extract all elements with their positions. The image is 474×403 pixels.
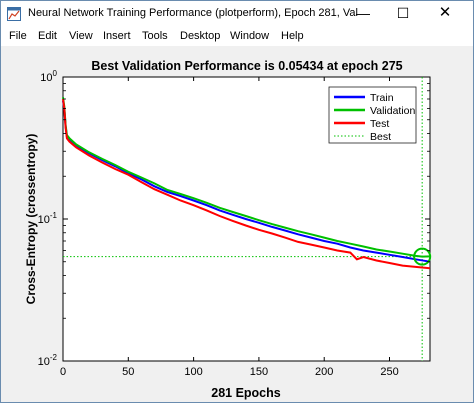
menu-desktop[interactable]: Desktop	[180, 30, 221, 42]
x-tick-label: 100	[184, 366, 202, 378]
minimize-button[interactable]: —	[356, 5, 370, 21]
window-title: Neural Network Training Performance (plo…	[28, 7, 358, 19]
close-button[interactable]: ✕	[438, 4, 452, 21]
performance-chart: Best Validation Performance is 0.05434 a…	[24, 59, 432, 400]
x-tick-label: 0	[60, 366, 66, 378]
menu-edit[interactable]: Edit	[38, 30, 57, 42]
x-axis-label: 281 Epochs	[211, 386, 281, 400]
legend-label-best: Best	[370, 131, 391, 143]
menu-view[interactable]: View	[69, 30, 93, 42]
best-point-marker	[413, 247, 432, 266]
figure-area: Best Validation Performance is 0.05434 a…	[1, 47, 473, 402]
y-tick-label: 10-2	[38, 353, 58, 368]
x-tick-label: 50	[122, 366, 134, 378]
menu-bar: File Edit View Insert Tools Desktop Wind…	[1, 28, 473, 47]
maximize-button[interactable]: ☐	[396, 5, 410, 21]
menu-insert[interactable]: Insert	[103, 30, 131, 42]
x-tick-label: 200	[315, 366, 333, 378]
legend-label-test: Test	[370, 118, 389, 130]
x-tick-label: 150	[250, 366, 268, 378]
y-axis-label: Cross-Entropy (crossentropy)	[24, 134, 38, 305]
menu-help[interactable]: Help	[281, 30, 304, 42]
y-tick-label: 10-1	[38, 211, 58, 226]
x-tick-label: 250	[380, 366, 398, 378]
menu-file[interactable]: File	[9, 30, 27, 42]
legend-label-validation: Validation	[370, 105, 415, 117]
series-line-validation	[62, 97, 431, 258]
matlab-figure-icon	[7, 7, 21, 21]
chart-title: Best Validation Performance is 0.05434 a…	[91, 59, 402, 73]
y-tick-label: 100	[40, 69, 57, 84]
series-line-test	[62, 98, 431, 270]
title-bar[interactable]: Neural Network Training Performance (plo…	[1, 1, 473, 27]
menu-window[interactable]: Window	[230, 30, 270, 42]
legend-label-train: Train	[370, 92, 394, 104]
menu-tools[interactable]: Tools	[142, 30, 168, 42]
